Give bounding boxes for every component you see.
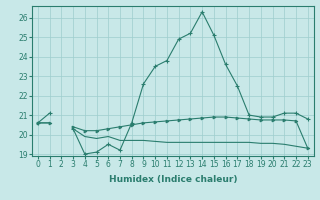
X-axis label: Humidex (Indice chaleur): Humidex (Indice chaleur): [108, 175, 237, 184]
